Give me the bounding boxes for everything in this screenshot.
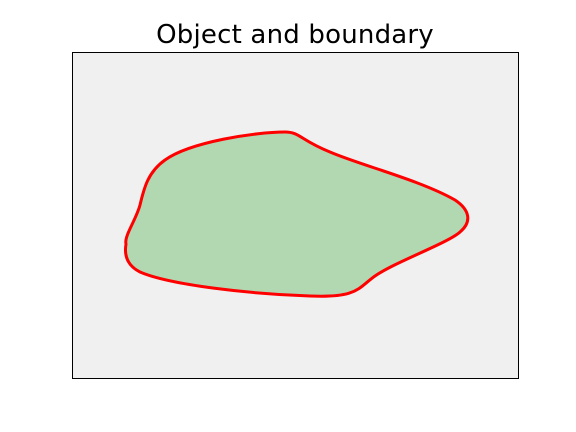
figure-title: Object and boundary (156, 20, 434, 50)
boundary-curve (124, 130, 470, 298)
object-region (125, 132, 468, 297)
